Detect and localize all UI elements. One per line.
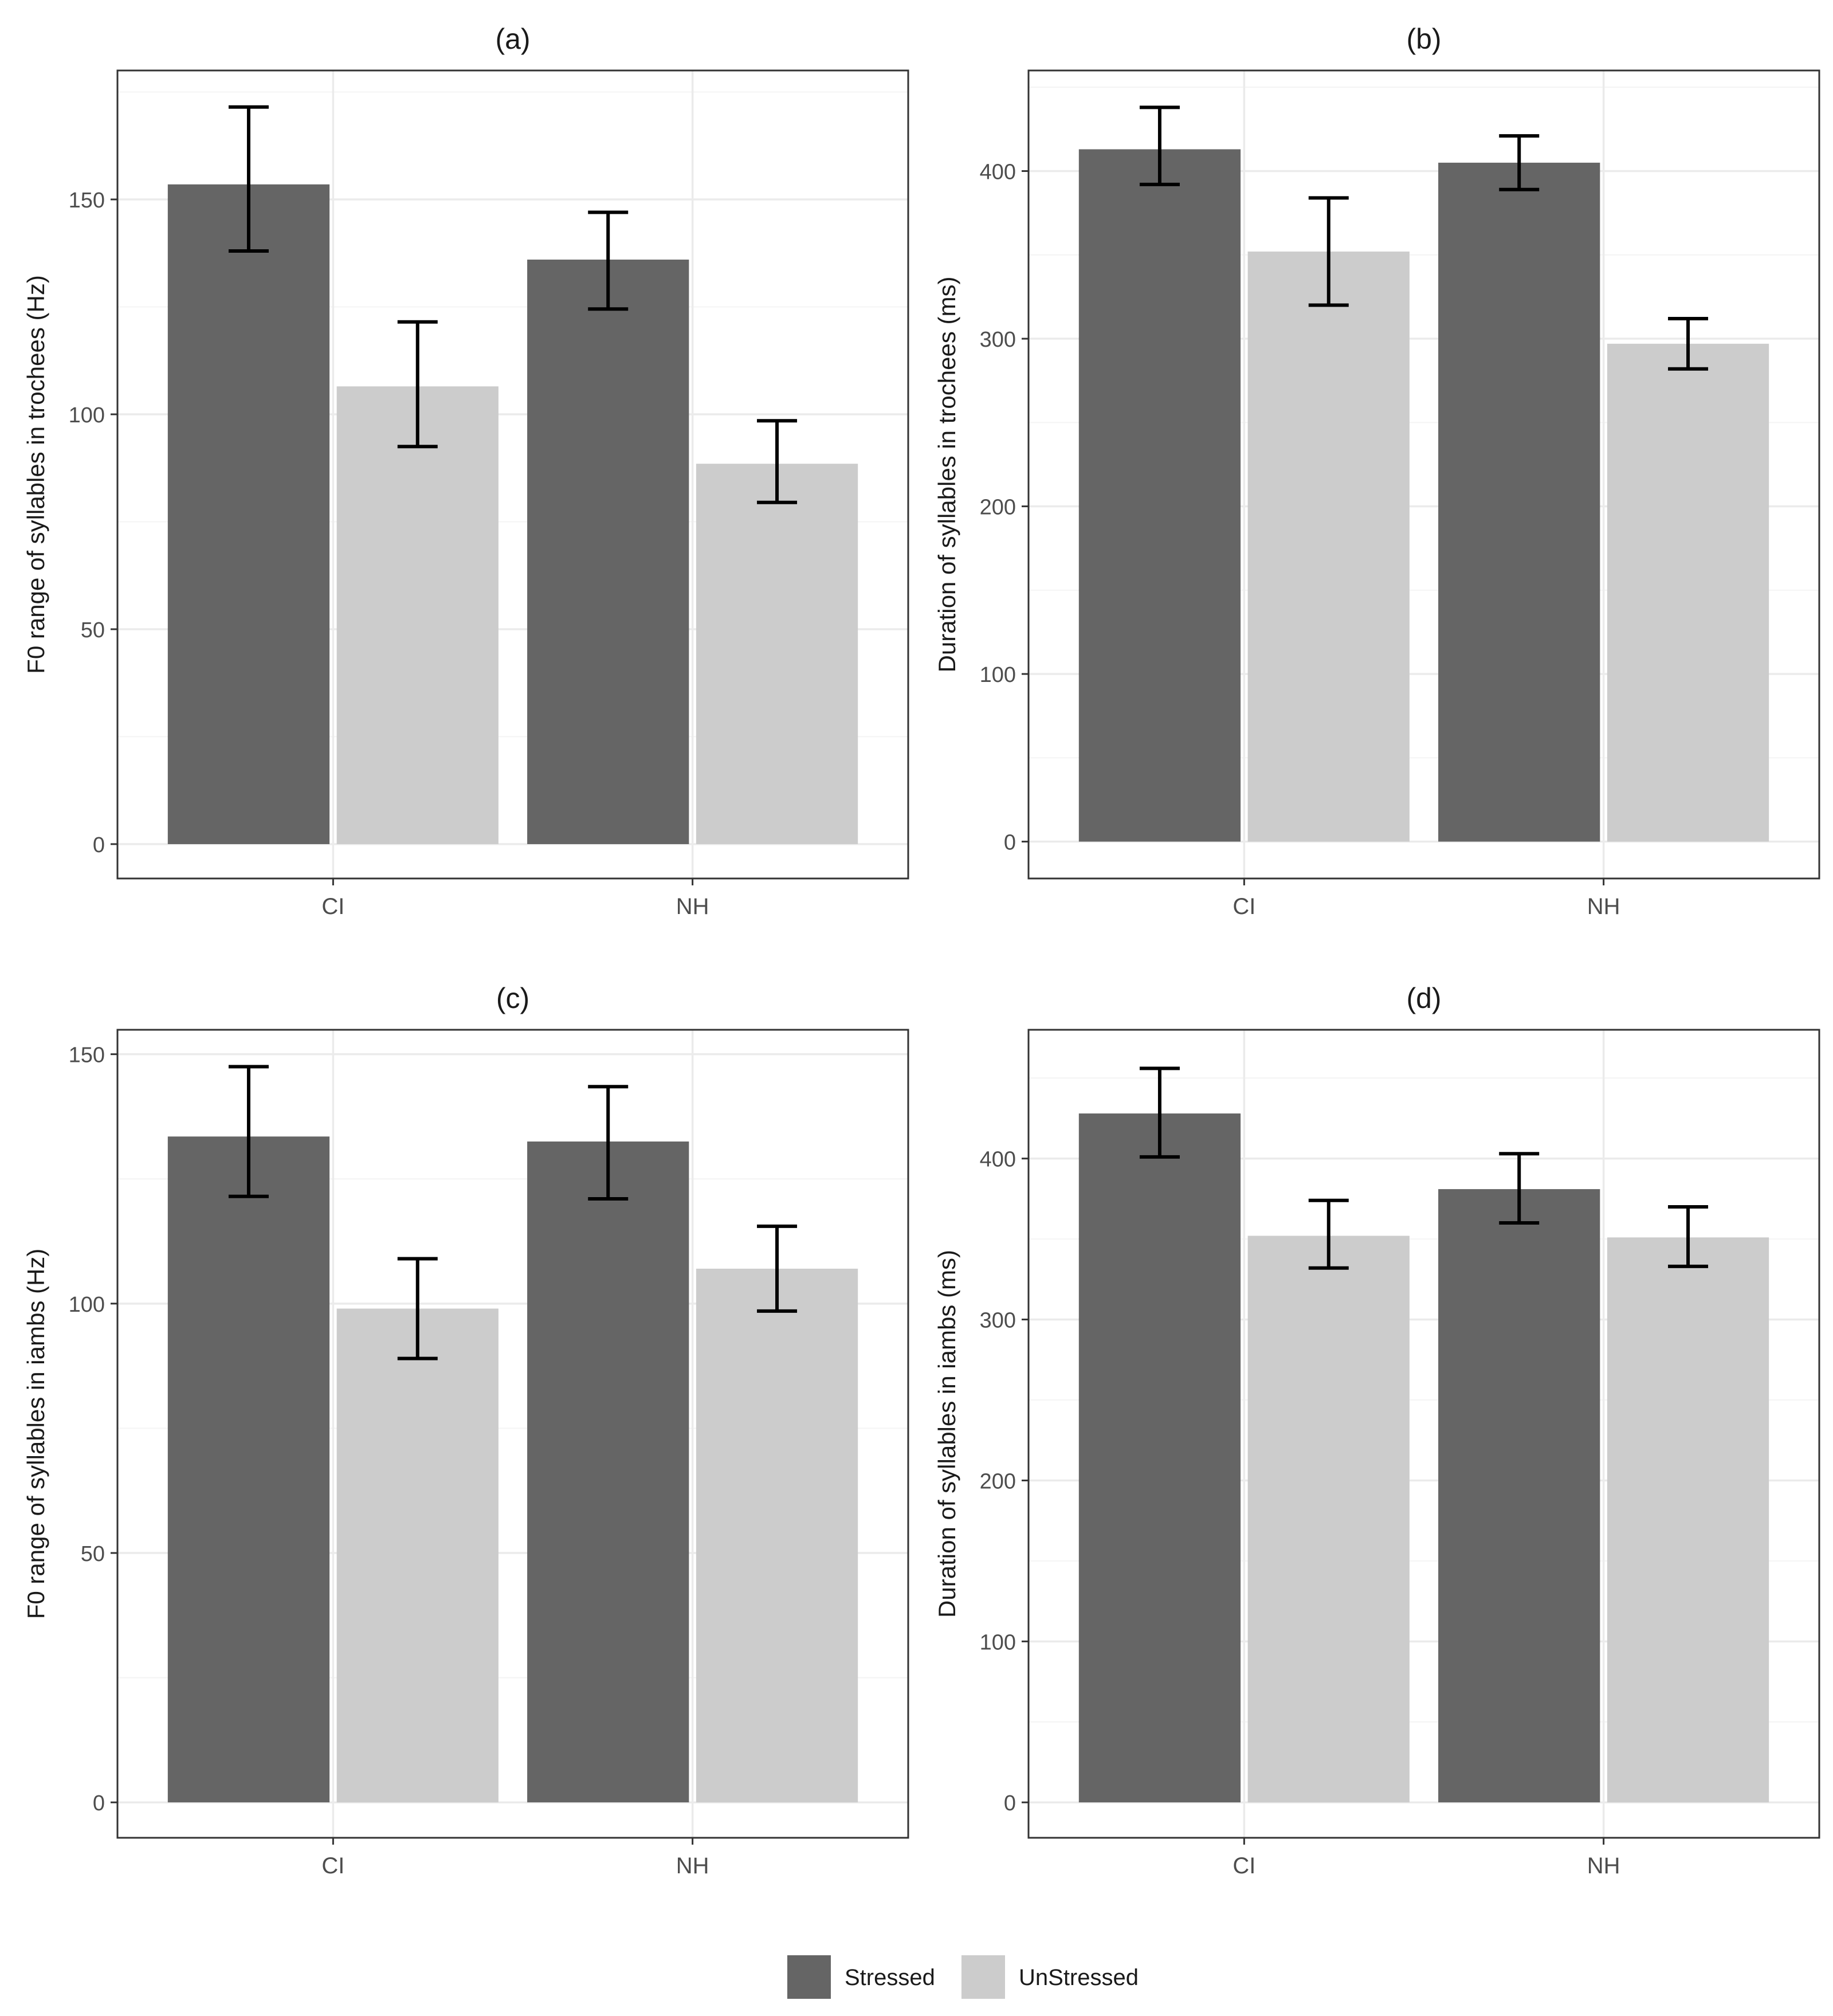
- error-bar-unstressed-nh: [1668, 1205, 1709, 1268]
- panel-b: 0 100 200 300 400 CI NH (b) Duration of syllable…: [933, 23, 1820, 919]
- panel-border: [116, 1029, 909, 1839]
- y-axis-label: F0 range of syllables in iambs (Hz): [22, 1249, 49, 1619]
- error-bar-stressed-ci: [1139, 1066, 1180, 1159]
- panel-border: [1027, 69, 1820, 880]
- legend-label-stressed: Stressed: [845, 1965, 935, 1990]
- legend-key-stressed: [787, 1955, 831, 1999]
- bar-stressed-nh: [1438, 162, 1600, 842]
- panel-title: (d): [1406, 982, 1441, 1014]
- error-bar-stressed-ci: [1139, 105, 1180, 186]
- bar-unstressed-nh: [696, 1268, 858, 1803]
- x-tick-label: NH: [676, 1853, 709, 1878]
- y-tick-label: 300: [980, 328, 1016, 352]
- y-tick-label: 400: [980, 1148, 1016, 1172]
- y-tick-label: 100: [69, 1293, 105, 1317]
- error-bar-stressed-ci: [228, 105, 269, 253]
- error-bar-stressed-nh: [1499, 1152, 1540, 1225]
- y-tick-label: 0: [93, 833, 105, 857]
- panel-title: (b): [1406, 23, 1441, 55]
- y-tick-label: 100: [69, 403, 105, 427]
- panel-border: [1027, 1029, 1820, 1839]
- bar-stressed-nh: [1438, 1189, 1600, 1803]
- error-bar-unstressed-ci: [397, 1257, 438, 1360]
- panel-border: [116, 69, 909, 880]
- bar-unstressed-ci: [336, 1308, 499, 1803]
- panel-a: 0 50 100 150 CI NH (a) F0 range of syllables in…: [22, 23, 909, 919]
- error-bar-unstressed-ci: [1308, 196, 1349, 307]
- panel-c: 0 50 100 150 CI NH (c) F0 range of syllables in…: [22, 982, 909, 1878]
- y-tick-label: 100: [980, 1630, 1016, 1654]
- bar-unstressed-ci: [336, 386, 499, 844]
- panel-d: 0 100 200 300 400 CI NH (d) Duration of syllable…: [933, 982, 1820, 1878]
- y-tick-label: 150: [69, 1044, 105, 1068]
- x-tick-label: CI: [321, 894, 344, 919]
- y-tick-label: 0: [1004, 1791, 1016, 1815]
- y-axis-label: F0 range of syllables in trochees (Hz): [22, 275, 49, 674]
- y-tick-label: 150: [69, 189, 105, 213]
- x-tick-label: NH: [676, 894, 709, 919]
- bar-stressed-ci: [167, 1136, 330, 1803]
- y-axis-label: Duration of syllables in iambs (ms): [933, 1250, 960, 1618]
- y-tick-label: 0: [1004, 831, 1016, 855]
- bar-unstressed-ci: [1247, 251, 1410, 842]
- y-tick-label: 50: [81, 618, 105, 642]
- x-tick-label: CI: [1233, 1853, 1255, 1878]
- panel-title: (c): [496, 982, 529, 1014]
- error-bar-unstressed-ci: [1308, 1198, 1349, 1270]
- error-bar-unstressed-nh: [1668, 316, 1709, 371]
- error-bar-unstressed-ci: [397, 320, 438, 449]
- y-tick-label: 300: [980, 1309, 1016, 1333]
- x-tick-label: NH: [1587, 1853, 1620, 1878]
- bar-stressed-nh: [527, 260, 689, 844]
- panels: 0 50 100 150 CI NH (a) F0 range of syllables in…: [22, 23, 1820, 1878]
- y-tick-label: 200: [980, 496, 1016, 520]
- panel-title: (a): [495, 23, 530, 55]
- bar-unstressed-nh: [1607, 343, 1769, 842]
- bar-unstressed-nh: [1607, 1237, 1769, 1803]
- error-bar-unstressed-nh: [757, 1224, 798, 1313]
- bar-stressed-ci: [167, 184, 330, 844]
- y-tick-label: 0: [93, 1791, 105, 1815]
- y-tick-label: 50: [81, 1542, 105, 1566]
- y-tick-label: 400: [980, 160, 1016, 185]
- legend-label-unstressed: UnStressed: [1019, 1965, 1139, 1990]
- y-axis-label: Duration of syllables in trochees (ms): [933, 277, 960, 673]
- error-bar-unstressed-nh: [757, 419, 798, 504]
- x-tick-label: CI: [1233, 894, 1255, 919]
- error-bar-stressed-ci: [228, 1065, 269, 1198]
- error-bar-stressed-nh: [588, 1085, 629, 1201]
- legend-key-unstressed: [961, 1955, 1005, 1999]
- x-tick-label: NH: [1587, 894, 1620, 919]
- legend: Stressed UnStressed: [787, 1955, 1139, 1999]
- x-tick-label: CI: [321, 1853, 344, 1878]
- bar-stressed-ci: [1078, 1113, 1241, 1803]
- bar-stressed-ci: [1078, 149, 1241, 842]
- bar-unstressed-nh: [696, 464, 858, 844]
- bar-stressed-nh: [527, 1141, 689, 1803]
- error-bar-stressed-nh: [588, 210, 629, 311]
- y-tick-label: 100: [980, 663, 1016, 687]
- error-bar-stressed-nh: [1499, 134, 1540, 191]
- y-tick-label: 200: [980, 1469, 1016, 1493]
- bar-unstressed-ci: [1247, 1236, 1410, 1803]
